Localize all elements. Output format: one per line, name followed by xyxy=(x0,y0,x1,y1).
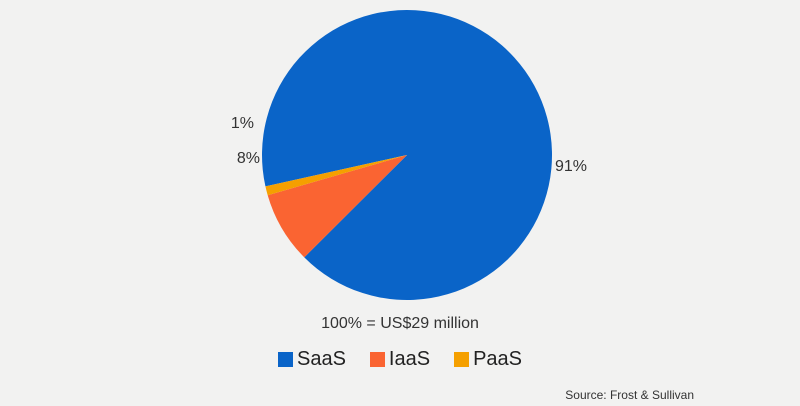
legend-item-iaas: IaaS xyxy=(369,348,431,371)
legend-swatch-iaas xyxy=(369,352,385,367)
legend-label-saas: SaaS xyxy=(296,348,346,370)
pie-label-paas: 1% xyxy=(231,115,254,132)
pie-slice-saas xyxy=(262,10,553,301)
legend-swatch-paas xyxy=(454,352,470,367)
legend-label-iaas: IaaS xyxy=(388,348,431,370)
pie-slice-labels: 91% 8% 1% xyxy=(231,115,587,175)
pie-slices xyxy=(262,10,553,301)
pie-slice-iaas xyxy=(267,155,407,258)
source-note: Source: Frost & Sullivan xyxy=(565,388,694,402)
pie-slice-paas xyxy=(265,155,407,196)
legend: SaaS IaaS PaaS xyxy=(0,348,800,371)
total-label: 100% = US$29 million xyxy=(321,315,479,332)
legend-swatch-saas xyxy=(277,352,293,367)
pie-label-iaas: 8% xyxy=(237,150,260,167)
pie-label-saas: 91% xyxy=(555,158,587,175)
legend-item-saas: SaaS xyxy=(277,348,346,371)
legend-item-paas: PaaS xyxy=(454,348,522,371)
legend-label-paas: PaaS xyxy=(473,348,523,370)
